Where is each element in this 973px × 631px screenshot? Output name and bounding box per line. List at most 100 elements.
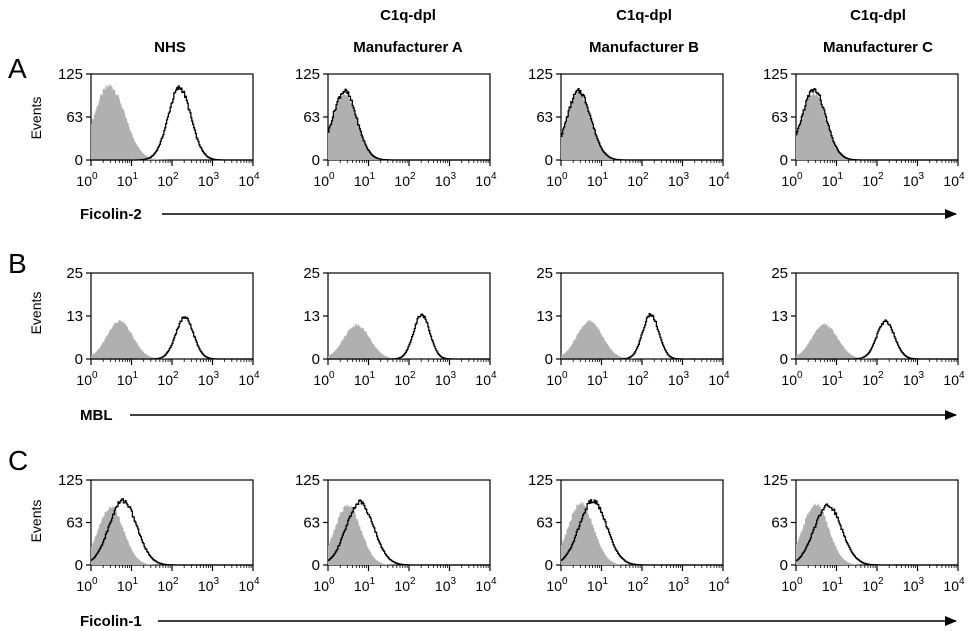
x-tick-label: 103: [435, 171, 457, 189]
control-histogram: [328, 504, 490, 565]
x-tick-label: 103: [903, 576, 925, 594]
y-tick-label: 0: [312, 557, 320, 574]
x-tick-label: 101: [822, 171, 844, 189]
y-tick-label: 0: [75, 557, 83, 574]
x-tick-label: 104: [943, 370, 965, 388]
y-tick-label: 0: [545, 351, 553, 368]
x-tick-label: 101: [354, 370, 376, 388]
control-histogram: [561, 501, 723, 565]
column-header-line2: Manufacturer C: [823, 39, 933, 56]
y-tick-label: 63: [303, 515, 320, 532]
histogram-panel: 125 63 0 100 101 102 103 104: [763, 472, 965, 594]
x-tick-label: 102: [627, 576, 649, 594]
marker-label-ficolin-2: Ficolin-2: [80, 206, 142, 223]
sample-histogram: [91, 316, 253, 360]
y-tick-label: 13: [66, 308, 83, 325]
x-tick-label: 100: [781, 370, 803, 388]
x-tick-label: 102: [157, 370, 179, 388]
x-tick-label: 100: [313, 171, 335, 189]
x-tick-label: 102: [627, 171, 649, 189]
x-tick-label: 104: [708, 576, 730, 594]
x-tick-label: 104: [238, 576, 260, 594]
y-tick-label: 0: [780, 152, 788, 169]
control-histogram: [328, 93, 490, 160]
histogram-panels: 125 63 0 100 101 102 103 104 125 63 0 100 101 102 103 1…: [58, 66, 965, 594]
x-tick-label: 103: [435, 576, 457, 594]
histogram-panel: 25 13 0 100 101 102 103 104: [771, 265, 965, 388]
control-histogram: [561, 320, 723, 359]
histogram-panel: 25 13 0 100 101 102 103 104: [536, 265, 730, 388]
x-tick-label: 103: [668, 370, 690, 388]
x-tick-label: 103: [198, 370, 220, 388]
x-tick-label: 104: [238, 370, 260, 388]
x-tick-label: 103: [668, 576, 690, 594]
y-tick-label: 125: [528, 66, 553, 83]
x-tick-label: 101: [822, 576, 844, 594]
column-header-line1: C1q-dpl: [380, 7, 436, 24]
column-header-line2: Manufacturer A: [353, 39, 463, 56]
y-tick-label: 63: [536, 109, 553, 126]
x-tick-label: 104: [475, 576, 497, 594]
x-tick-label: 102: [157, 576, 179, 594]
x-tick-label: 101: [117, 576, 139, 594]
x-tick-label: 101: [117, 171, 139, 189]
x-tick-label: 100: [76, 576, 98, 594]
x-tick-label: 104: [708, 370, 730, 388]
x-tick-label: 102: [394, 370, 416, 388]
x-tick-label: 101: [117, 370, 139, 388]
y-tick-label: 25: [771, 265, 788, 282]
control-histogram: [561, 90, 723, 160]
x-tick-label: 104: [943, 576, 965, 594]
y-tick-label: 63: [66, 515, 83, 532]
x-tick-label: 101: [354, 576, 376, 594]
y-tick-label: 0: [75, 152, 83, 169]
y-tick-label: 125: [58, 472, 83, 489]
y-tick-label: 0: [312, 152, 320, 169]
row-letter: B: [8, 248, 27, 279]
y-tick-label: 0: [312, 351, 320, 368]
y-tick-label: 25: [66, 265, 83, 282]
x-tick-label: 100: [546, 370, 568, 388]
y-axis-label: Events: [28, 500, 44, 543]
y-tick-label: 0: [545, 152, 553, 169]
x-tick-label: 100: [313, 576, 335, 594]
y-tick-label: 25: [536, 265, 553, 282]
y-tick-label: 0: [780, 557, 788, 574]
histogram-panel: 25 13 0 100 101 102 103 104: [303, 265, 497, 388]
x-tick-label: 104: [475, 171, 497, 189]
y-tick-label: 25: [303, 265, 320, 282]
x-tick-label: 102: [862, 370, 884, 388]
x-tick-label: 102: [862, 171, 884, 189]
x-tick-label: 101: [822, 370, 844, 388]
y-tick-label: 63: [536, 515, 553, 532]
x-tick-label: 102: [394, 171, 416, 189]
x-tick-label: 102: [627, 370, 649, 388]
control-histogram: [796, 503, 958, 565]
x-tick-label: 100: [781, 576, 803, 594]
x-tick-label: 103: [198, 171, 220, 189]
x-tick-label: 101: [587, 370, 609, 388]
x-tick-label: 100: [546, 576, 568, 594]
x-tick-label: 100: [781, 171, 803, 189]
sample-histogram: [561, 87, 723, 161]
x-tick-label: 103: [903, 370, 925, 388]
x-tick-label: 103: [668, 171, 690, 189]
histogram-panel: 125 63 0 100 101 102 103 104: [528, 472, 730, 594]
column-header-line2: Manufacturer B: [589, 39, 699, 56]
x-tick-label: 103: [198, 576, 220, 594]
y-axis-label: Events: [28, 292, 44, 335]
x-tick-label: 100: [76, 171, 98, 189]
x-tick-label: 104: [475, 370, 497, 388]
control-histogram: [796, 323, 958, 359]
row-letter: C: [8, 445, 28, 476]
x-tick-label: 102: [394, 576, 416, 594]
control-histogram: [91, 84, 253, 160]
marker-label-mbl: MBL: [80, 407, 113, 424]
x-tick-label: 104: [238, 171, 260, 189]
y-tick-label: 63: [771, 109, 788, 126]
x-tick-label: 102: [157, 171, 179, 189]
marker-label-ficolin-1: Ficolin-1: [80, 613, 142, 630]
column-header-line2: NHS: [154, 39, 186, 56]
column-header-line1: C1q-dpl: [616, 7, 672, 24]
